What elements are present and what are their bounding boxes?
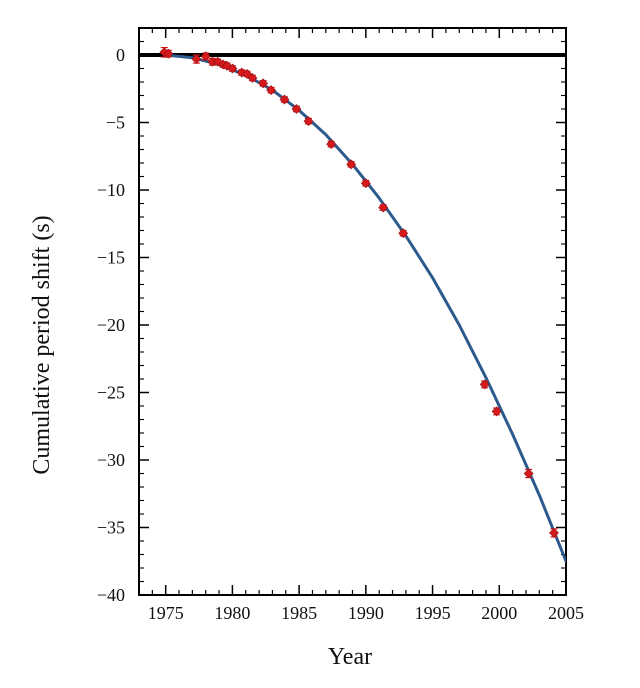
- data-point-12: [258, 78, 269, 89]
- data-point-marker-12: [258, 78, 269, 89]
- data-point-marker-19: [360, 178, 371, 189]
- x-tick-label-1990: 1990: [348, 603, 384, 623]
- x-tick-label-2005: 2005: [548, 603, 584, 623]
- y-tick-label-20: −20: [97, 315, 125, 335]
- data-points-layer: [159, 46, 559, 538]
- data-point-13: [266, 85, 277, 96]
- data-point-marker-22: [479, 379, 490, 390]
- data-point-marker-21: [398, 228, 409, 239]
- y-tick-label-35: −35: [97, 518, 125, 538]
- data-point-marker-17: [326, 139, 337, 150]
- data-point-marker-3: [200, 51, 211, 62]
- x-tick-label-1980: 1980: [214, 603, 250, 623]
- y-tick-label-15: −15: [97, 248, 125, 268]
- data-point-24: [523, 468, 534, 479]
- x-tick-label-1975: 1975: [148, 603, 184, 623]
- x-tick-label-1995: 1995: [415, 603, 451, 623]
- data-point-18: [346, 159, 357, 170]
- data-point-marker-25: [549, 527, 559, 538]
- data-point-21: [398, 228, 409, 239]
- data-point-marker-14: [279, 94, 290, 105]
- data-point-15: [291, 104, 302, 114]
- data-point-23: [491, 406, 502, 417]
- data-point-22: [479, 379, 490, 390]
- data-point-marker-20: [378, 202, 389, 213]
- tick-labels: 1975 1980 1985 1990 1995 2000 2005 0 −5 −10 −15 −20…: [97, 45, 584, 623]
- data-point-marker-1: [163, 48, 174, 59]
- curve-layer: [164, 53, 566, 563]
- y-tick-label-5: −5: [106, 113, 125, 133]
- data-point-11: [247, 73, 258, 83]
- data-point-marker-15: [291, 104, 302, 114]
- data-point-marker-8: [227, 63, 238, 74]
- data-point-17: [326, 139, 337, 150]
- plot-area: [138, 27, 567, 596]
- y-tick-label-40: −40: [97, 585, 125, 605]
- data-point-16: [303, 116, 314, 127]
- y-axis-title: Cumulative period shift (s): [29, 215, 55, 474]
- data-point-2: [191, 54, 202, 64]
- data-point-8: [227, 63, 238, 74]
- x-axis-title: Year: [328, 644, 372, 670]
- data-point-marker-16: [303, 116, 314, 127]
- data-point-marker-13: [266, 85, 277, 96]
- data-point-marker-18: [346, 159, 357, 170]
- data-point-19: [360, 178, 371, 189]
- x-tick-label-2000: 2000: [481, 603, 517, 623]
- plot-frame: [138, 27, 567, 596]
- y-tick-label-10: −10: [97, 180, 125, 200]
- data-point-1: [163, 48, 174, 59]
- y-tick-label-25: −25: [97, 383, 125, 403]
- data-point-20: [378, 202, 389, 213]
- data-point-14: [279, 94, 290, 105]
- data-point-marker-23: [491, 406, 502, 417]
- data-point-25: [549, 527, 559, 538]
- data-point-marker-11: [247, 73, 258, 83]
- x-tick-label-1985: 1985: [281, 603, 317, 623]
- y-tick-label-0: 0: [116, 45, 125, 65]
- data-point-marker-2: [191, 54, 202, 64]
- axis-ticks: [138, 27, 567, 596]
- data-point-3: [200, 51, 211, 62]
- data-point-marker-24: [523, 468, 534, 479]
- predicted-curve-line: [164, 53, 566, 563]
- y-tick-label-30: −30: [97, 450, 125, 470]
